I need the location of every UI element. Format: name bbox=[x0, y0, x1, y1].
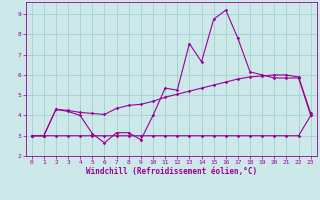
X-axis label: Windchill (Refroidissement éolien,°C): Windchill (Refroidissement éolien,°C) bbox=[86, 167, 257, 176]
